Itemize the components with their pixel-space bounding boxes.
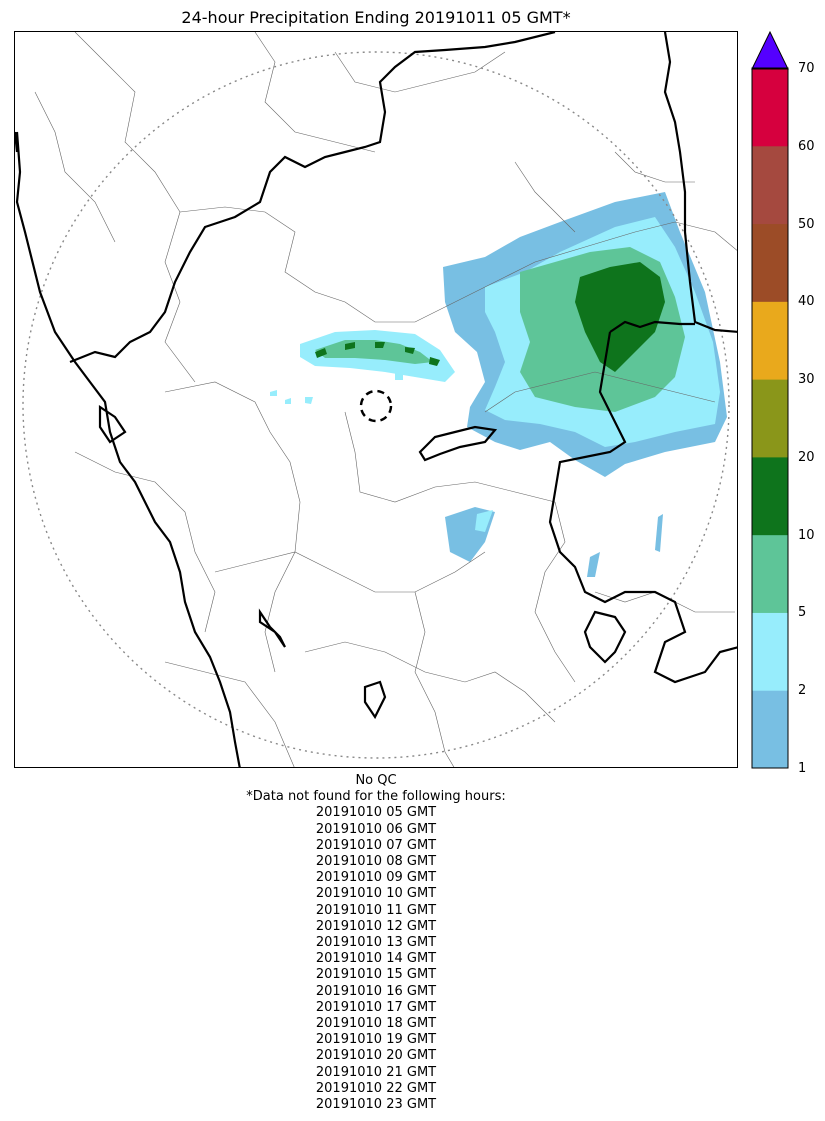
precip-patch-east <box>655 514 663 552</box>
missing-hour-item: 20191010 14 GMT <box>315 951 437 967</box>
missing-hour-item: 20191010 11 GMT <box>315 902 437 918</box>
missing-hour-item: 20191010 20 GMT <box>315 1048 437 1064</box>
missing-hour-item: 20191010 10 GMT <box>315 886 437 902</box>
missing-hour-item: 20191010 15 GMT <box>315 967 437 983</box>
qc-note: No QC <box>355 773 397 788</box>
state-border-north <box>69 32 556 364</box>
missing-hour-item: 20191010 19 GMT <box>315 1032 437 1048</box>
missing-hour-item: 20191010 21 GMT <box>315 1064 437 1080</box>
missing-hour-item: 20191010 13 GMT <box>315 935 437 951</box>
state-border-west-inner <box>98 404 127 444</box>
colorbar-tick-label: 10 <box>798 527 815 543</box>
radar-range-ring <box>22 51 730 759</box>
state-border-east <box>548 320 737 684</box>
colorbar-segment <box>752 223 788 302</box>
colorbar-segment <box>752 379 788 458</box>
missing-hour-item: 20191010 22 GMT <box>315 1080 437 1096</box>
missing-hour-item: 20191010 12 GMT <box>315 918 437 934</box>
colorbar-tick-label: 1 <box>798 761 807 776</box>
missing-hour-item: 20191010 07 GMT <box>315 837 437 853</box>
colorbar-tick-label: 30 <box>798 372 815 388</box>
colorbar-segment <box>752 534 788 613</box>
state-border-sw <box>583 610 627 664</box>
precip-shading <box>270 192 727 577</box>
precip-streak-dots <box>315 342 440 366</box>
missing-hour-item: 20191010 18 GMT <box>315 1016 437 1032</box>
colorbar-segment <box>752 612 788 691</box>
colorbar-segment <box>752 68 788 147</box>
precip-speckles <box>270 372 403 404</box>
missing-hour-item: 20191010 08 GMT <box>315 854 437 870</box>
missing-hour-item: 20191010 05 GMT <box>315 805 437 821</box>
precip-band-10-20 <box>575 262 665 372</box>
colorbar-segment <box>752 456 788 536</box>
colorbar-segment <box>752 301 788 380</box>
precip-patch-south-inner <box>475 510 493 532</box>
missing-data-header: *Data not found for the following hours: <box>246 789 506 805</box>
state-border-middle <box>418 425 498 462</box>
colorbar-extend-triangle <box>751 31 789 70</box>
map-title: 24-hour Precipitation Ending 20191011 05… <box>181 8 571 27</box>
colorbar-segment <box>752 690 788 769</box>
missing-hour-item: 20191010 06 GMT <box>315 821 437 837</box>
colorbar-tick-label: 20 <box>798 449 815 465</box>
state-border-south <box>15 131 387 720</box>
colorbar-tick-label: 60 <box>798 138 815 154</box>
colorbar-tick-label: 50 <box>798 216 815 232</box>
missing-hour-item: 20191010 23 GMT <box>315 1097 437 1113</box>
colorbar-tick-label: 2 <box>798 683 807 699</box>
missing-hour-item: 20191010 17 GMT <box>315 999 437 1015</box>
missing-hour-item: 20191010 09 GMT <box>315 870 437 886</box>
precip-streak-west-core <box>315 340 433 364</box>
missing-hours-list: 20191010 05 GMT 20191010 06 GMT 20191010 0… <box>14 805 738 1113</box>
colorbar-segment <box>752 145 788 225</box>
precip-patch-se <box>587 552 600 577</box>
state-boundaries <box>15 32 737 767</box>
radar-site-marker <box>359 389 393 423</box>
state-border-ne <box>663 32 737 333</box>
colorbar-tick-label: 40 <box>798 294 815 310</box>
colorbar-tick-label: 70 <box>798 61 815 76</box>
colorbar <box>751 31 789 769</box>
district-boundaries <box>34 32 737 767</box>
missing-hour-item: 20191010 16 GMT <box>315 983 437 999</box>
precipitation-map <box>14 31 738 768</box>
notes-block: No QC *Data not found for the following … <box>14 773 738 1113</box>
coastline <box>15 131 241 767</box>
colorbar-tick-label: 5 <box>798 605 807 621</box>
colorbar-outline <box>751 67 789 769</box>
